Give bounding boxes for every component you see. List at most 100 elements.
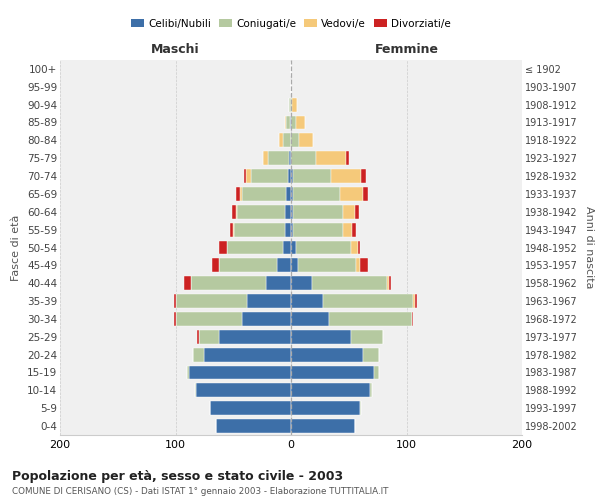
Bar <box>293 187 340 201</box>
Bar <box>361 169 366 183</box>
Bar <box>343 205 355 219</box>
Bar <box>312 276 387 290</box>
Bar <box>266 276 291 290</box>
Bar <box>362 348 379 362</box>
Bar <box>277 258 291 272</box>
Bar <box>195 384 196 398</box>
Bar <box>346 151 349 165</box>
Bar <box>293 169 331 183</box>
Bar <box>412 312 413 326</box>
Bar <box>286 187 291 201</box>
Bar <box>242 187 286 201</box>
Bar <box>293 222 343 236</box>
Bar <box>193 348 205 362</box>
Bar <box>291 258 298 272</box>
Text: Femmine: Femmine <box>374 44 439 57</box>
Bar <box>291 276 312 290</box>
Bar <box>220 240 227 254</box>
Bar <box>340 187 362 201</box>
Bar <box>298 258 356 272</box>
Bar <box>220 330 291 344</box>
Bar <box>251 169 287 183</box>
Bar <box>293 205 343 219</box>
Bar <box>190 366 291 380</box>
Bar <box>351 330 383 344</box>
Y-axis label: Anni di nascita: Anni di nascita <box>584 206 595 289</box>
Bar <box>176 312 242 326</box>
Bar <box>291 151 316 165</box>
Bar <box>236 205 237 219</box>
Bar <box>316 151 346 165</box>
Bar <box>291 330 351 344</box>
Bar <box>287 169 291 183</box>
Bar <box>356 258 360 272</box>
Bar <box>291 294 323 308</box>
Bar <box>351 240 358 254</box>
Bar <box>237 205 285 219</box>
Bar <box>352 222 356 236</box>
Bar <box>296 116 305 130</box>
Bar <box>291 419 355 433</box>
Bar <box>286 116 290 130</box>
Bar <box>187 366 190 380</box>
Bar <box>331 169 361 183</box>
Bar <box>196 384 291 398</box>
Bar <box>291 348 362 362</box>
Bar <box>291 222 293 236</box>
Bar <box>291 98 292 112</box>
Bar <box>240 187 242 201</box>
Bar <box>235 222 285 236</box>
Bar <box>268 151 289 165</box>
Bar <box>176 294 247 308</box>
Bar <box>291 205 293 219</box>
Bar <box>205 348 291 362</box>
Bar <box>292 98 297 112</box>
Bar <box>285 222 291 236</box>
Bar <box>285 205 291 219</box>
Bar <box>175 312 176 326</box>
Legend: Celibi/Nubili, Coniugati/e, Vedovi/e, Divorziati/e: Celibi/Nubili, Coniugati/e, Vedovi/e, Di… <box>130 16 452 30</box>
Bar <box>210 401 291 415</box>
Bar <box>263 151 268 165</box>
Bar <box>227 240 283 254</box>
Bar <box>323 294 413 308</box>
Bar <box>175 294 176 308</box>
Bar <box>289 151 291 165</box>
Bar <box>285 116 286 130</box>
Y-axis label: Fasce di età: Fasce di età <box>11 214 22 280</box>
Bar <box>360 401 361 415</box>
Bar <box>343 222 352 236</box>
Bar <box>291 401 360 415</box>
Bar <box>283 240 291 254</box>
Bar <box>290 116 291 130</box>
Bar <box>291 366 374 380</box>
Bar <box>236 187 240 201</box>
Bar <box>291 169 293 183</box>
Bar <box>216 419 291 433</box>
Bar <box>360 258 368 272</box>
Bar <box>289 98 291 112</box>
Bar <box>220 258 277 272</box>
Bar <box>389 276 391 290</box>
Bar <box>247 294 291 308</box>
Text: Maschi: Maschi <box>151 44 200 57</box>
Bar <box>355 205 359 219</box>
Bar <box>199 330 220 344</box>
Bar <box>242 312 291 326</box>
Bar <box>358 240 360 254</box>
Bar <box>291 384 370 398</box>
Bar <box>387 276 389 290</box>
Bar <box>244 169 246 183</box>
Bar <box>230 222 233 236</box>
Bar <box>413 294 415 308</box>
Bar <box>191 276 266 290</box>
Text: Popolazione per età, sesso e stato civile - 2003: Popolazione per età, sesso e stato civil… <box>12 470 343 483</box>
Bar <box>362 187 368 201</box>
Bar <box>232 205 236 219</box>
Bar <box>296 240 351 254</box>
Bar <box>299 134 313 147</box>
Bar <box>291 134 299 147</box>
Bar <box>291 116 296 130</box>
Text: COMUNE DI CERISANO (CS) - Dati ISTAT 1° gennaio 2003 - Elaborazione TUTTITALIA.I: COMUNE DI CERISANO (CS) - Dati ISTAT 1° … <box>12 487 389 496</box>
Bar <box>233 222 235 236</box>
